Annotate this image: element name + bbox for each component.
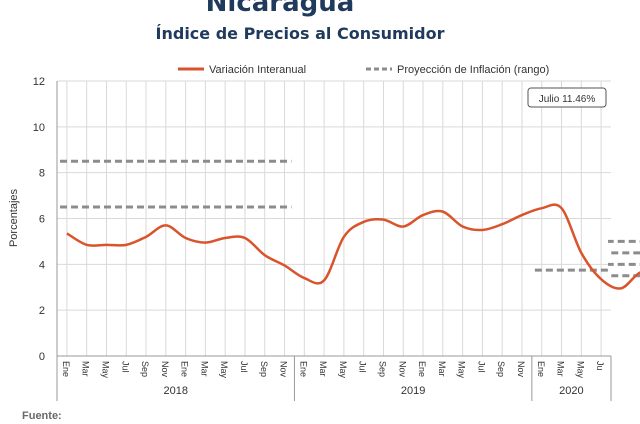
x-tick-label: Sep: [140, 361, 150, 377]
x-tick-label: May: [100, 361, 110, 379]
annotation-box: [527, 87, 607, 108]
x-tick-label: Ju: [595, 361, 605, 371]
year-label: 2018: [163, 385, 187, 397]
x-tick-label: Nov: [160, 361, 170, 378]
annotation-text: Julio 11.46%: [539, 94, 596, 105]
x-tick-label: May: [575, 361, 585, 379]
y-tick-label: 4: [39, 259, 45, 271]
grid-lines: [57, 80, 611, 356]
x-tick-label: Nov: [516, 361, 526, 378]
legend-label-series: Variación Interanual: [209, 64, 306, 76]
x-tick-label: Ene: [536, 361, 546, 377]
year-label: 2020: [559, 385, 583, 397]
y-tick-label: 12: [33, 76, 45, 88]
y-tick-label: 8: [39, 168, 45, 180]
y-axis-label: Porcentajes: [8, 188, 20, 247]
legend-label-projection: Proyección de Inflación (rango): [397, 64, 549, 76]
x-tick-label: Sep: [259, 361, 269, 377]
chart-subtitle: Índice de Precios al Consumidor: [155, 24, 445, 43]
country-title: Nicaragua: [205, 0, 355, 18]
series-line-0: [66, 203, 640, 290]
y-tick-label: 2: [39, 305, 45, 317]
x-tick-label: Jul: [120, 361, 130, 373]
x-tick-label: Jul: [358, 361, 368, 373]
x-tick-label: Sep: [496, 361, 506, 377]
x-tick-label: Sep: [377, 361, 387, 377]
x-tick-label: Nov: [279, 361, 289, 378]
y-tick-label: 6: [39, 214, 45, 226]
x-tick-label: Ene: [180, 361, 190, 377]
x-tick-label: Nov: [397, 361, 407, 378]
year-label: 2019: [401, 385, 425, 397]
x-tick-label: Mar: [81, 361, 91, 377]
x-tick-label: Ene: [417, 361, 427, 377]
x-tick-label: Jul: [476, 361, 486, 373]
series-lines: [66, 203, 640, 290]
x-tick-label: Mar: [318, 361, 328, 377]
x-tick-label: Mar: [556, 361, 566, 377]
y-tick-label: 0: [39, 351, 45, 363]
x-tick-label: May: [457, 361, 467, 379]
x-tick-label: Ene: [61, 361, 71, 377]
x-tick-label: Mar: [437, 361, 447, 377]
x-tick-label: Ene: [298, 361, 308, 377]
source-label: Fuente:: [22, 410, 62, 422]
y-tick-label: 10: [33, 122, 45, 134]
axes: 0 2 4 6 8 10 12 Ene Mar May Jul Sep Nov Ene Mar May Jul S…: [33, 76, 612, 401]
x-tick-label: May: [219, 361, 229, 379]
annotation: Julio 11.46%: [527, 87, 607, 108]
x-tick-label: Mar: [199, 361, 209, 377]
x-tick-label: Jul: [239, 361, 249, 373]
legend: Variación Interanual Proyección de Infla…: [178, 64, 549, 76]
x-tick-label: May: [338, 361, 348, 379]
